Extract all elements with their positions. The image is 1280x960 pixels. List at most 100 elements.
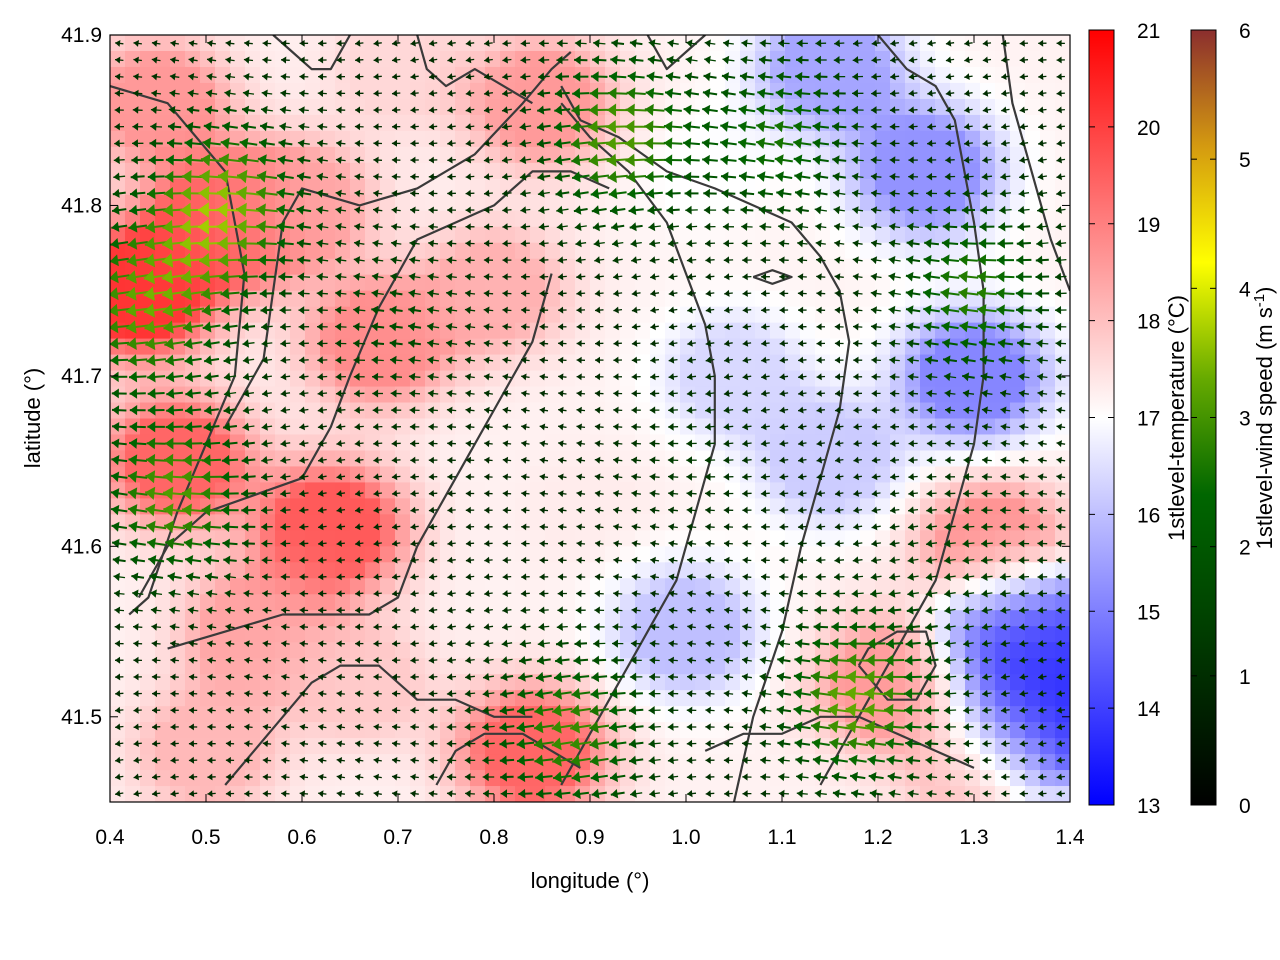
heatmap-cell — [500, 226, 516, 244]
heatmap-cell — [335, 338, 351, 356]
heatmap-cell — [680, 770, 696, 787]
heatmap-cell — [335, 210, 351, 228]
heatmap-cell — [380, 626, 396, 643]
heatmap-cell — [515, 386, 531, 404]
heatmap-cell — [275, 82, 291, 100]
heatmap-cell — [215, 754, 231, 771]
heatmap-cell — [620, 514, 636, 531]
heatmap-cell — [395, 322, 411, 340]
heatmap-cell — [335, 770, 351, 787]
heatmap-cell — [140, 658, 156, 675]
heatmap-cell — [1055, 210, 1070, 228]
heatmap-cell — [665, 114, 681, 132]
heatmap-cell — [260, 594, 276, 611]
heatmap-cell — [320, 642, 336, 659]
heatmap-cell — [170, 370, 186, 388]
heatmap-cell — [995, 754, 1011, 771]
heatmap-cell — [710, 82, 726, 100]
heatmap-cell — [380, 706, 396, 723]
heatmap-cell — [875, 386, 891, 404]
heatmap-cell — [500, 738, 516, 755]
heatmap-cell — [470, 498, 486, 515]
heatmap-cell — [845, 98, 861, 116]
heatmap-cell — [320, 754, 336, 771]
heatmap-cell — [1055, 66, 1070, 84]
heatmap-cell — [380, 610, 396, 627]
heatmap-cell — [875, 322, 891, 340]
heatmap-cell — [680, 754, 696, 771]
heatmap-cell — [830, 482, 846, 499]
heatmap-cell — [335, 114, 351, 132]
heatmap-cell — [875, 610, 891, 627]
heatmap-cell — [980, 754, 996, 771]
heatmap-cell — [440, 130, 456, 148]
heatmap-cell — [785, 258, 801, 276]
heatmap-cell — [275, 722, 291, 739]
heatmap-cell — [875, 50, 891, 68]
heatmap-cell — [290, 562, 306, 579]
heatmap-cell — [980, 82, 996, 100]
heatmap-cell — [125, 770, 141, 787]
heatmap-cell — [740, 786, 756, 802]
heatmap-cell — [425, 258, 441, 276]
heatmap-cell — [545, 530, 561, 547]
heatmap-cell — [305, 354, 321, 372]
heatmap-cell — [710, 498, 726, 515]
heatmap-cell — [635, 754, 651, 771]
heatmap-cell — [875, 146, 891, 164]
heatmap-cell — [335, 146, 351, 164]
heatmap-cell — [515, 338, 531, 356]
heatmap-cell — [305, 98, 321, 116]
heatmap-cell — [230, 402, 246, 420]
heatmap-cell — [770, 114, 786, 132]
heatmap-cell — [845, 610, 861, 627]
heatmap-cell — [395, 226, 411, 244]
heatmap-cell — [875, 498, 891, 515]
heatmap-cell — [530, 482, 546, 499]
heatmap-cell — [605, 610, 621, 627]
heatmap-cell — [410, 98, 426, 116]
heatmap-cell — [110, 82, 126, 100]
heatmap-cell — [995, 722, 1011, 739]
heatmap-cell — [155, 370, 171, 388]
heatmap-cell — [635, 450, 651, 468]
heatmap-cell — [380, 178, 396, 196]
heatmap-cell — [635, 306, 651, 324]
heatmap-cell — [350, 466, 366, 484]
heatmap-cell — [200, 98, 216, 116]
heatmap-cell — [260, 674, 276, 691]
heatmap-cell — [710, 194, 726, 212]
heatmap-cell — [620, 386, 636, 404]
heatmap-cell — [275, 642, 291, 659]
heatmap-cell — [395, 242, 411, 260]
heatmap-cell — [950, 610, 966, 627]
heatmap-cell — [305, 562, 321, 579]
heatmap-cell — [545, 498, 561, 515]
heatmap-cell — [635, 498, 651, 515]
heatmap-cell — [680, 690, 696, 707]
heatmap-cell — [575, 530, 591, 547]
heatmap-cell — [635, 770, 651, 787]
heatmap-cell — [845, 50, 861, 68]
heatmap-cell — [425, 178, 441, 196]
heatmap-cell — [470, 322, 486, 340]
heatmap-cell — [710, 114, 726, 132]
heatmap-cell — [290, 434, 306, 452]
heatmap-cell — [1025, 466, 1041, 484]
heatmap-cell — [230, 578, 246, 595]
heatmap-cell — [1025, 738, 1041, 755]
heatmap-cell — [380, 786, 396, 802]
heatmap-cell — [1055, 498, 1070, 515]
heatmap-cell — [710, 466, 726, 484]
heatmap-cell — [110, 626, 126, 643]
heatmap-cell — [515, 450, 531, 468]
heatmap-cell — [710, 610, 726, 627]
heatmap-cell — [260, 114, 276, 132]
heatmap-cell — [920, 354, 936, 372]
heatmap-cell — [530, 722, 546, 739]
heatmap-cell — [1040, 306, 1056, 324]
heatmap-cell — [680, 370, 696, 388]
heatmap-cell — [290, 674, 306, 691]
heatmap-cell — [470, 754, 486, 771]
heatmap-cell — [230, 770, 246, 787]
